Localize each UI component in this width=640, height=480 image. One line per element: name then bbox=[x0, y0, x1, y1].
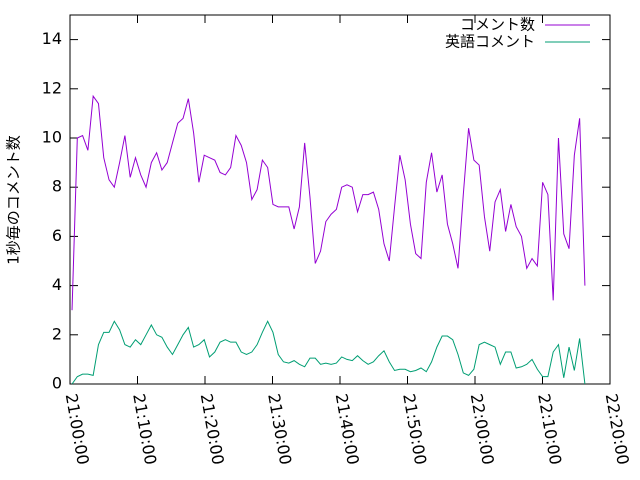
legend-label: 英語コメント bbox=[445, 33, 535, 51]
x-tick-label: 21:40:00 bbox=[332, 392, 363, 466]
y-tick-label: 0 bbox=[52, 374, 62, 393]
x-tick-label: 21:30:00 bbox=[264, 392, 295, 466]
x-tick-label: 22:10:00 bbox=[534, 392, 565, 466]
plot-frame bbox=[69, 14, 611, 385]
y-axis-label: 1秒毎のコメント数 bbox=[5, 135, 23, 265]
y-tick-label: 8 bbox=[52, 177, 62, 196]
x-tick-label: 22:00:00 bbox=[467, 392, 498, 466]
x-tick-label: 21:50:00 bbox=[399, 392, 430, 466]
legend-label: コメント数 bbox=[460, 16, 535, 34]
x-tick-label: 21:10:00 bbox=[129, 392, 160, 466]
y-tick-label: 10 bbox=[42, 128, 62, 147]
y-tick-label: 14 bbox=[42, 29, 62, 48]
x-tick-label: 21:20:00 bbox=[197, 392, 228, 466]
y-tick-label: 2 bbox=[52, 324, 62, 343]
x-tick-label: 21:00:00 bbox=[62, 392, 93, 466]
series-line bbox=[71, 320, 586, 385]
y-tick-label: 4 bbox=[52, 275, 62, 294]
y-tick-label: 6 bbox=[52, 226, 62, 245]
x-tick-label: 22:20:00 bbox=[602, 392, 633, 466]
series-line bbox=[71, 94, 586, 311]
y-tick-label: 12 bbox=[42, 78, 62, 97]
